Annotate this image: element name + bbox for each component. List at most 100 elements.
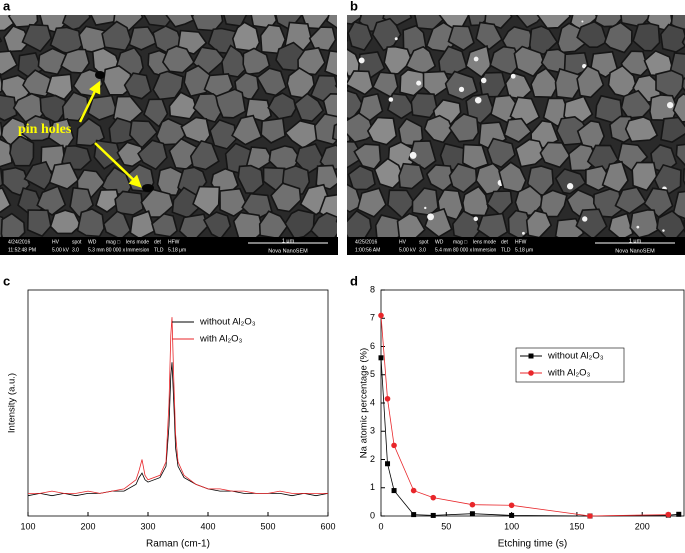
grain [301,15,331,30]
x-tick-label: 600 [320,521,335,531]
grain [631,161,658,192]
grain [386,92,417,120]
grain [0,50,19,76]
grain [681,77,685,92]
info-value: 5.00 kV [399,247,417,253]
grain [308,26,337,52]
grain [475,21,503,51]
x-tick-label: 400 [200,521,215,531]
grain [576,64,605,99]
grain [326,15,337,29]
x-axis-label: Raman (cm-1) [146,539,210,550]
grain [165,15,195,28]
grain [347,112,375,143]
info-value: 5.00 kV [52,247,70,253]
grain [575,208,608,237]
info-label: det [501,239,509,245]
pin-hole [142,184,154,192]
marker [430,494,437,501]
grain [486,137,516,169]
marker [469,501,476,508]
info-value: 5.18 μm [168,247,186,253]
info-label: HFW [168,239,180,245]
grain [554,168,587,195]
grain [653,163,682,195]
grain [347,164,376,191]
grain [366,116,398,146]
grain [448,162,478,194]
bright-spot [535,0,541,2]
grain [260,117,286,144]
info-label: 4/25/2016 [355,239,377,245]
grain [315,164,337,190]
info-value: 5.3 mm [88,247,105,253]
info-label: lens mode [126,239,149,245]
grain [61,91,89,122]
grain [26,0,53,2]
grain [634,0,665,8]
grain [37,47,68,76]
panel-label: b [350,0,358,13]
grain [192,185,221,217]
bright-spot [607,0,613,2]
info-value: TLD [501,247,511,253]
pin-hole [95,71,105,79]
grain [603,0,630,6]
grain [310,212,337,237]
grain [0,94,18,122]
grain [137,139,168,171]
info-label: mag □ [453,239,467,245]
grain [21,23,52,53]
grain [0,212,26,237]
info-bar [0,237,338,255]
grain [539,141,571,169]
info-value: TLD [154,247,164,253]
grain [527,0,553,8]
grain [7,15,39,28]
grain [347,70,374,96]
bright-spot [636,225,640,229]
marker [378,355,384,361]
grain [152,70,184,101]
legend-marker [528,353,534,359]
x-axis-label: Etching time (s) [498,539,567,550]
series-line [380,315,669,517]
bright-spot [473,56,479,62]
grain [577,0,608,11]
grain [95,188,121,213]
grain [102,210,132,237]
grain [649,94,679,122]
grain [0,187,12,214]
grain [130,0,153,10]
grain [347,20,373,52]
grain [387,189,416,220]
x-tick-label: 300 [140,521,155,531]
grain [0,0,1,8]
info-label: lens mode [473,239,496,245]
grain [293,92,325,123]
grain [322,92,337,121]
info-value: 3.0 [419,247,426,253]
y-tick-label: 2 [370,454,375,464]
grain [513,45,546,78]
y-tick-label: 5 [370,369,375,379]
grain [256,0,284,5]
instrument: Nova NanoSEM [268,248,308,254]
info-value: 5.18 μm [515,247,533,253]
grain [284,209,316,237]
grain [660,116,685,143]
grain [231,114,263,146]
bright-spot [662,229,665,232]
legend-label: without Al₂O₃ [199,317,256,328]
legend-label: with Al₂O₃ [547,368,591,379]
grain [408,140,437,170]
y-tick-label: 3 [370,426,375,436]
grain [0,138,13,168]
grain [151,212,179,237]
grain [514,138,546,168]
grain [232,211,265,237]
grain [297,46,326,76]
grain [659,23,685,53]
grain [515,15,545,29]
grain [423,114,454,144]
